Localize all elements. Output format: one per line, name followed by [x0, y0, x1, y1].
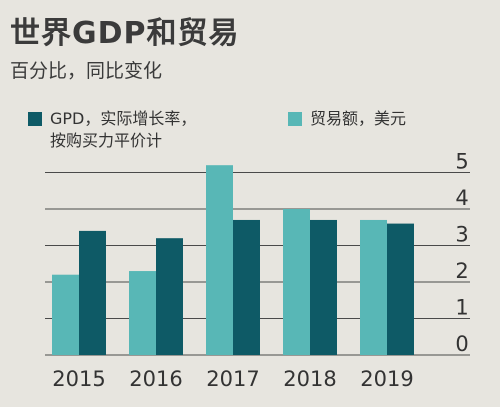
y-tick-label: 4 — [455, 186, 468, 210]
bar-gdp-2016 — [156, 238, 183, 355]
bar-trade-2015 — [52, 274, 79, 355]
bar-gdp-2018 — [310, 219, 337, 355]
legend-swatch-trade — [288, 112, 302, 126]
legend-swatch-gdp — [28, 112, 42, 126]
y-tick-label: 3 — [455, 223, 468, 247]
y-tick-label: 0 — [455, 332, 468, 356]
x-tick-label: 2016 — [129, 367, 182, 391]
y-tick-label: 5 — [455, 150, 468, 174]
x-tick-label: 2015 — [52, 367, 105, 391]
bar-trade-2019 — [360, 219, 387, 355]
y-tick-label: 2 — [455, 259, 468, 283]
x-tick-label: 2019 — [360, 367, 413, 391]
bar-gdp-2015 — [79, 230, 106, 355]
bar-gdp-2017 — [233, 219, 260, 355]
chart-subtitle: 百分比，同比变化 — [10, 60, 163, 82]
legend-label-trade: 贸易额，美元 — [310, 109, 407, 128]
bar-gdp-2019 — [387, 223, 414, 355]
x-tick-label: 2017 — [206, 367, 259, 391]
legend-label-gdp: GPD，实际增长率， 按购买力平价计 — [50, 109, 197, 150]
bar-trade-2016 — [129, 271, 156, 355]
x-tick-label: 2018 — [283, 367, 336, 391]
chart-title: 世界GDP和贸易 — [10, 16, 240, 51]
legend-item-gdp: GPD，实际增长率， 按购买力平价计 — [28, 108, 196, 152]
legend-item-trade: 贸易额，美元 — [288, 108, 406, 130]
y-tick-label: 1 — [455, 296, 468, 320]
bar-trade-2017 — [206, 165, 233, 355]
bar-trade-2018 — [283, 209, 310, 355]
